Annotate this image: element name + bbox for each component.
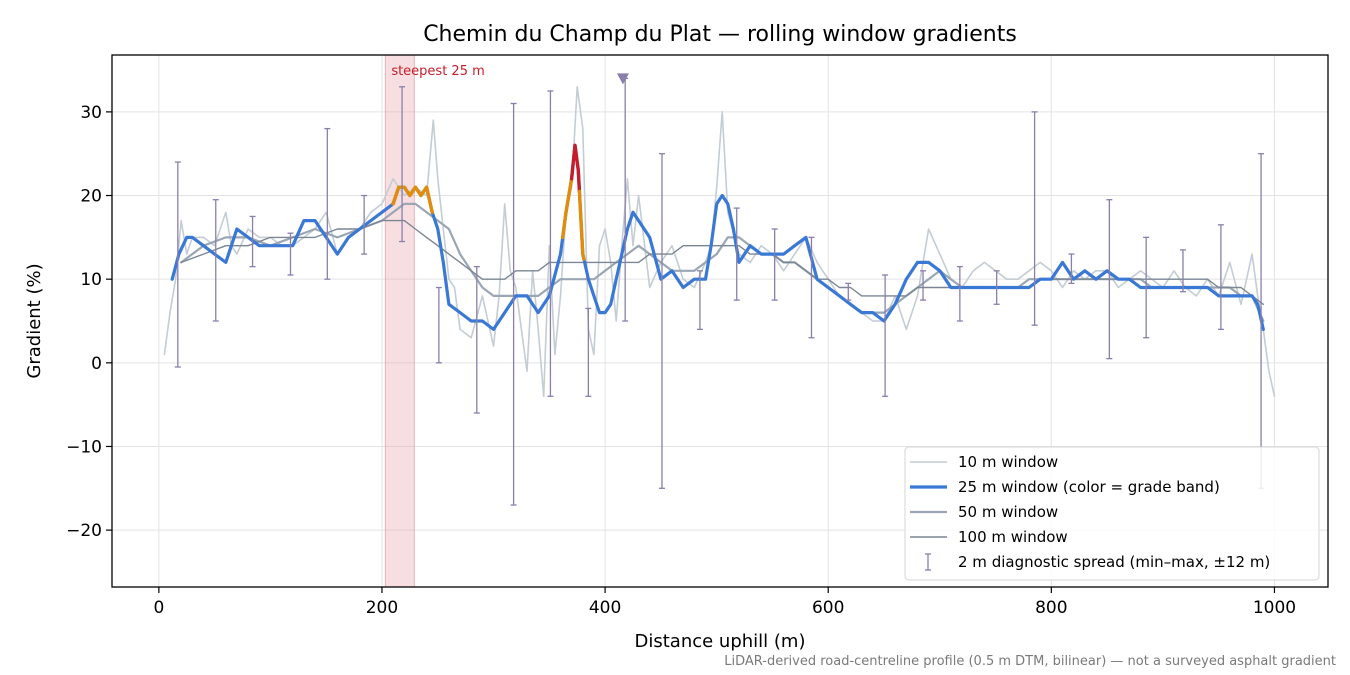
y-axis-label: Gradient (%) <box>24 263 45 378</box>
steepest-25m-highlight <box>384 54 415 588</box>
x-tick-label: 600 <box>812 598 844 618</box>
errorbar <box>473 265 480 414</box>
errorbar <box>771 228 778 301</box>
errorbar <box>733 207 740 301</box>
series-line-1 <box>170 143 1265 331</box>
legend: 10 m window 25 m window (color = grade ba… <box>904 446 1320 581</box>
y-tick-label: −20 <box>66 521 102 541</box>
errorbar <box>1106 199 1113 360</box>
errorbar <box>845 282 852 301</box>
errorbar <box>361 194 368 255</box>
plot-frame <box>111 54 1329 588</box>
legend-item: 10 m window <box>910 453 1058 471</box>
x-tick-label: 800 <box>1035 598 1067 618</box>
errorbar <box>882 274 889 397</box>
errorbar <box>174 161 181 368</box>
legend-label: 100 m window <box>958 528 1068 546</box>
errorbar <box>622 77 629 322</box>
y-axis-ticks: −20 −10 0 10 20 30 <box>66 103 112 541</box>
errorbar <box>1031 111 1038 326</box>
errorbar <box>956 265 963 322</box>
errorbar <box>1143 236 1150 339</box>
y-tick-label: 30 <box>80 103 102 123</box>
y-tick-label: 10 <box>80 270 102 290</box>
errorbar <box>435 286 442 364</box>
errorbar <box>510 102 517 506</box>
x-axis-label: Distance uphill (m) <box>635 631 806 652</box>
series-layer <box>163 86 1276 398</box>
errorbar <box>696 270 703 331</box>
grade-band-steep <box>391 185 434 215</box>
series-line-2 <box>180 202 1265 323</box>
peak-marker-triangle <box>616 73 629 85</box>
x-tick-label: 400 <box>589 598 621 618</box>
legend-label: 50 m window <box>958 503 1058 521</box>
peak-marker <box>616 73 629 85</box>
footnote: LiDAR-derived road-centreline profile (0… <box>724 654 1336 669</box>
legend-label: 2 m diagnostic spread (min–max, ±12 m) <box>958 553 1270 571</box>
diagnostic-errorbars <box>174 77 1265 506</box>
errorbar <box>1217 224 1224 331</box>
errorbar <box>287 232 294 276</box>
legend-item: 2 m diagnostic spread (min–max, ±12 m) <box>925 553 1270 571</box>
legend-box <box>904 446 1320 581</box>
legend-item: 100 m window <box>910 528 1068 546</box>
errorbar <box>658 153 665 489</box>
series-line-3 <box>180 219 1265 305</box>
errorbar <box>399 86 406 243</box>
legend-label: 10 m window <box>958 453 1058 471</box>
errorbar <box>920 270 927 301</box>
errorbar <box>993 270 1000 305</box>
errorbar <box>212 199 219 322</box>
errorbar <box>1179 249 1186 293</box>
errorbar <box>547 90 554 397</box>
legend-item: 50 m window <box>910 503 1058 521</box>
errorbar <box>249 215 256 268</box>
chart-title: Chemin du Champ du Plat — rolling window… <box>423 22 1017 47</box>
y-tick-label: 20 <box>80 187 102 207</box>
errorbar <box>1068 253 1075 285</box>
grade-band-steep <box>561 177 574 240</box>
x-axis-ticks: 0 200 400 600 800 1000 <box>153 587 1296 618</box>
steepest-annotation-label: steepest 25 m <box>391 64 484 79</box>
legend-item: 25 m window (color = grade band) <box>910 478 1220 496</box>
x-tick-label: 0 <box>153 598 164 618</box>
errorbar <box>808 236 815 339</box>
grade-band-steep <box>577 189 586 261</box>
series-line-0 <box>163 86 1276 398</box>
y-tick-label: 0 <box>91 354 102 374</box>
errorbar <box>324 127 331 280</box>
x-tick-label: 200 <box>366 598 398 618</box>
grade-band-max <box>569 143 582 194</box>
errorbar <box>585 307 592 397</box>
steepest-band <box>384 54 415 588</box>
x-tick-label: 1000 <box>1253 598 1296 618</box>
legend-label: 25 m window (color = grade band) <box>958 478 1220 496</box>
y-tick-label: −10 <box>66 437 102 457</box>
